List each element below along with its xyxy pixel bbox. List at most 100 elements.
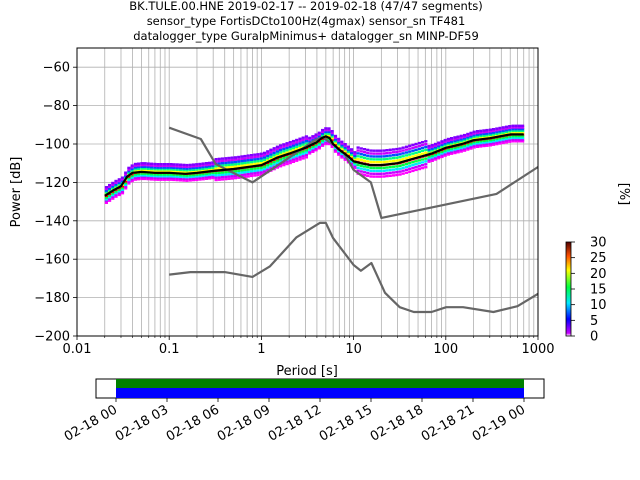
histogram-cell bbox=[285, 146, 289, 150]
histogram-cell bbox=[182, 165, 186, 168]
histogram-cell bbox=[324, 141, 328, 144]
histogram-cell bbox=[237, 155, 241, 159]
histogram-cell bbox=[366, 174, 370, 177]
histogram-cell bbox=[459, 146, 463, 150]
histogram-cell bbox=[217, 173, 221, 177]
histogram-cell bbox=[333, 143, 338, 146]
histogram-cell bbox=[401, 166, 405, 169]
histogram-cell bbox=[166, 164, 170, 168]
histogram-cell bbox=[124, 180, 128, 183]
histogram-cell bbox=[337, 139, 341, 142]
histogram-cell bbox=[172, 178, 176, 182]
histogram-cell bbox=[243, 168, 247, 172]
histogram-cell bbox=[127, 166, 131, 170]
histogram-cell bbox=[201, 172, 205, 176]
histogram-cell bbox=[466, 134, 470, 137]
histogram-cell bbox=[201, 162, 205, 165]
histogram-cell bbox=[375, 169, 379, 173]
histogram-cell bbox=[127, 178, 131, 182]
histogram-cell bbox=[353, 164, 357, 168]
histogram-cell bbox=[217, 171, 221, 174]
histogram-cell bbox=[495, 139, 499, 142]
histogram-cell bbox=[485, 144, 489, 147]
histogram-cell bbox=[237, 169, 241, 172]
histogram-cell bbox=[182, 167, 186, 170]
histogram-cell bbox=[159, 175, 163, 178]
histogram-cell bbox=[230, 175, 234, 178]
histogram-cell bbox=[375, 166, 379, 170]
histogram-cell bbox=[379, 152, 383, 155]
histogram-cell bbox=[359, 164, 363, 167]
histogram-cell bbox=[224, 166, 228, 169]
histogram-cell bbox=[504, 137, 509, 141]
histogram-cell bbox=[372, 166, 376, 170]
histogram-cell bbox=[256, 153, 260, 156]
histogram-cell bbox=[195, 164, 199, 168]
histogram-cell bbox=[375, 152, 379, 155]
histogram-cell bbox=[214, 176, 218, 179]
histogram-cell bbox=[298, 153, 302, 157]
histogram-cell bbox=[330, 138, 334, 142]
psd-histogram bbox=[104, 124, 525, 204]
histogram-cell bbox=[382, 155, 386, 158]
histogram-cell bbox=[430, 145, 434, 149]
histogram-cell bbox=[362, 168, 367, 171]
histogram-cell bbox=[388, 168, 392, 172]
histogram-cell bbox=[266, 157, 270, 160]
histogram-cell bbox=[317, 135, 321, 138]
histogram-cell bbox=[366, 154, 370, 157]
histogram-cell bbox=[153, 166, 157, 169]
histogram-cell bbox=[256, 162, 260, 165]
histogram-cell bbox=[488, 142, 492, 145]
histogram-cell bbox=[140, 172, 144, 175]
histogram-cell bbox=[350, 162, 354, 165]
histogram-cell bbox=[404, 162, 409, 166]
histogram-cell bbox=[259, 152, 263, 155]
histogram-cell bbox=[169, 178, 173, 181]
histogram-cell bbox=[488, 144, 492, 147]
histogram-cell bbox=[453, 136, 457, 139]
histogram-cell bbox=[521, 124, 525, 127]
histogram-cell bbox=[356, 149, 360, 152]
histogram-cell bbox=[130, 176, 134, 179]
y-axis-label: Power [dB] bbox=[9, 157, 24, 228]
histogram-cell bbox=[398, 158, 402, 162]
histogram-cell bbox=[266, 152, 270, 155]
histogram-cell bbox=[250, 163, 254, 166]
histogram-cell bbox=[220, 159, 225, 163]
histogram-cell bbox=[401, 169, 405, 172]
histogram-cell bbox=[346, 148, 350, 152]
histogram-cell bbox=[482, 141, 486, 144]
histogram-cell bbox=[149, 176, 154, 179]
histogram-cell bbox=[382, 149, 386, 152]
histogram-cell bbox=[443, 151, 447, 154]
histogram-cell bbox=[450, 140, 454, 143]
histogram-cell bbox=[433, 156, 438, 159]
histogram-cell bbox=[359, 158, 363, 162]
histogram-cell bbox=[159, 176, 163, 180]
histogram-cell bbox=[488, 140, 492, 143]
histogram-cell bbox=[208, 172, 212, 175]
histogram-cell bbox=[250, 156, 254, 159]
histogram-cell bbox=[172, 175, 176, 178]
histogram-cell bbox=[246, 154, 250, 157]
histogram-cell bbox=[437, 155, 441, 158]
y-tick-label: −160 bbox=[34, 253, 70, 268]
histogram-cell bbox=[492, 141, 496, 145]
histogram-cell bbox=[243, 173, 247, 176]
histogram-cell bbox=[227, 177, 231, 180]
histogram-cell bbox=[488, 132, 492, 135]
histogram-cell bbox=[314, 133, 318, 136]
histogram-cell bbox=[482, 143, 486, 146]
histogram-cell bbox=[417, 141, 421, 145]
histogram-cell bbox=[359, 155, 363, 159]
histogram-cell bbox=[385, 149, 389, 152]
histogram-cell bbox=[459, 141, 463, 144]
histogram-cell bbox=[169, 175, 173, 178]
histogram-cell bbox=[508, 137, 512, 140]
histogram-cell bbox=[143, 176, 147, 179]
histogram-cell bbox=[117, 178, 121, 181]
histogram-cell bbox=[459, 138, 463, 141]
histogram-cell bbox=[459, 148, 463, 151]
histogram-cell bbox=[498, 133, 502, 137]
